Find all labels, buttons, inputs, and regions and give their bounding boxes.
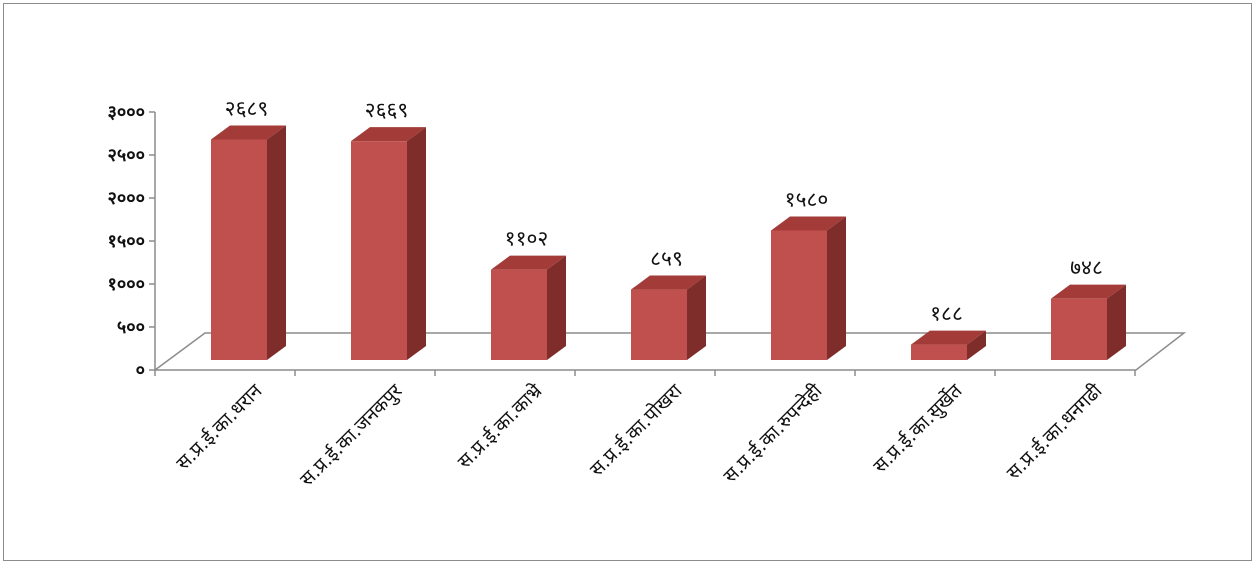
bar: [491, 269, 547, 360]
bar-side: [687, 275, 706, 360]
category-label: स.प्र.ई.का.जनकपुर: [295, 378, 408, 491]
data-label: २६६९: [365, 98, 409, 122]
bar-side: [267, 125, 286, 360]
y-tick-label: २५००: [108, 145, 145, 166]
category-label: स.प्र.ई.का.धरान: [171, 379, 266, 474]
y-tick-label: २०००: [108, 188, 145, 209]
category-label: स.प्र.ई.का.पोखरा: [585, 379, 687, 481]
data-label: ११०२: [505, 227, 549, 251]
data-label: ८५९: [650, 247, 683, 271]
data-label: १५८०: [785, 187, 829, 211]
category-label: स.प्र.ई.का.काभ्रे: [453, 379, 547, 473]
floor-outline: [154, 332, 1187, 371]
bar-side: [967, 330, 986, 360]
bar-side: [547, 255, 566, 360]
y-tick-label: ३०००: [108, 102, 145, 123]
data-label: १८८: [930, 302, 963, 326]
bar-side: [407, 127, 426, 360]
bar: [911, 344, 967, 360]
bar-top: [771, 216, 846, 231]
bar-side: [827, 216, 846, 360]
category-label: स.प्र.ई.का.धनगढी: [1002, 379, 1108, 485]
bar-top: [351, 127, 426, 142]
bars: [211, 125, 1126, 360]
bar-top: [1051, 284, 1126, 299]
bar-side: [1107, 284, 1126, 360]
data-label: २६८९: [225, 97, 269, 121]
y-tick-label: १०००: [108, 274, 145, 295]
bar: [351, 141, 407, 360]
category-labels: स.प्र.ई.का.धरान स.प्र.ई.का.जनकपुर स.प्र.ई.…: [171, 378, 1107, 491]
bar: [771, 230, 827, 360]
bar-top: [491, 255, 566, 270]
y-tick-label: ०: [136, 360, 145, 381]
chart-floor: [154, 332, 1187, 371]
bar-top: [631, 275, 706, 290]
category-label: स.प्र.ई.का.रुपन्देही: [719, 379, 828, 488]
data-label: ७४८: [1070, 256, 1103, 280]
bar: [631, 289, 687, 360]
bar: [211, 139, 267, 360]
category-label: स.प्र.ई.का.सुर्खेत: [868, 378, 968, 478]
bar: [1051, 298, 1107, 360]
data-labels: २६८९ २६६९ ११०२ ८५९ १५८० १८८ ७४८: [225, 97, 1103, 326]
bar-top: [211, 125, 286, 140]
y-axis: ० ५०० १००० १५०० २००० २५०० ३०००: [108, 102, 1136, 381]
bar-top: [911, 330, 986, 345]
y-tick-label: ५००: [117, 317, 145, 338]
y-tick-label: १५००: [108, 231, 145, 252]
